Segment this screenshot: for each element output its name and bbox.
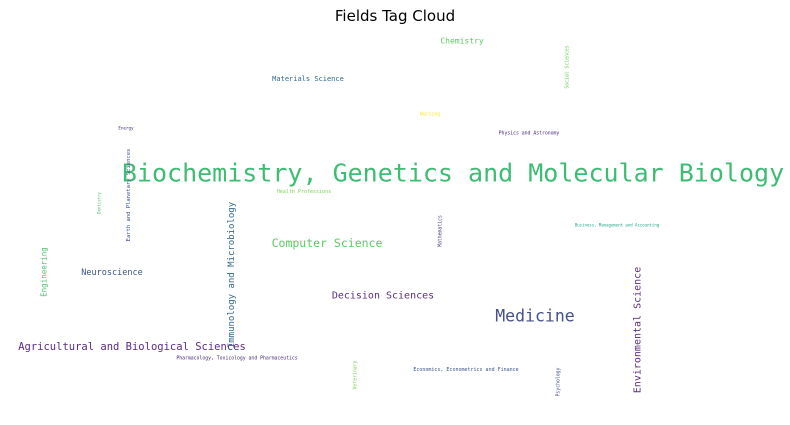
- word-energy: Energy: [118, 126, 134, 131]
- word-medicine: Medicine: [495, 307, 574, 326]
- word-social-sciences: Social Sciences: [565, 45, 571, 88]
- word-neuroscience: Neuroscience: [81, 268, 142, 278]
- word-pharmacology-toxicology-and-pharmaceutics: Pharmacology, Toxicology and Pharmaceuti…: [176, 356, 297, 362]
- word-psychology: Psychology: [556, 367, 562, 396]
- word-physics-and-astronomy: Physics and Astronomy: [499, 131, 560, 137]
- word-decision-sciences: Decision Sciences: [332, 291, 434, 302]
- word-environmental-science: Environmental Science: [633, 267, 644, 393]
- word-dentistry: Dentistry: [97, 192, 102, 214]
- word-business-management-and-accounting: Business, Management and Accounting: [575, 223, 660, 228]
- word-earth-and-planetary-sciences: Earth and Planetary Sciences: [126, 149, 132, 242]
- word-health-professions: Health Professions: [277, 189, 331, 195]
- word-veterinary: Veterinary: [353, 360, 359, 389]
- word-computer-science: Computer Science: [272, 236, 383, 250]
- word-immunology-and-microbiology: Immunology and Microbiology: [227, 201, 237, 348]
- word-nursing: Nursing: [420, 112, 440, 118]
- word-agricultural-and-biological-sciences: Agricultural and Biological Sciences: [18, 341, 246, 353]
- word-economics-econometrics-and-finance: Economics, Econometrics and Finance: [413, 367, 518, 373]
- word-biochemistry-genetics-and-molecular-biology: Biochemistry, Genetics and Molecular Bio…: [122, 159, 784, 188]
- word-mathematics: Mathematics: [438, 215, 444, 247]
- word-chemistry: Chemistry: [440, 37, 484, 46]
- word-materials-science: Materials Science: [272, 75, 344, 83]
- chart-title: Fields Tag Cloud: [334, 7, 456, 25]
- word-engineering: Engineering: [40, 247, 49, 297]
